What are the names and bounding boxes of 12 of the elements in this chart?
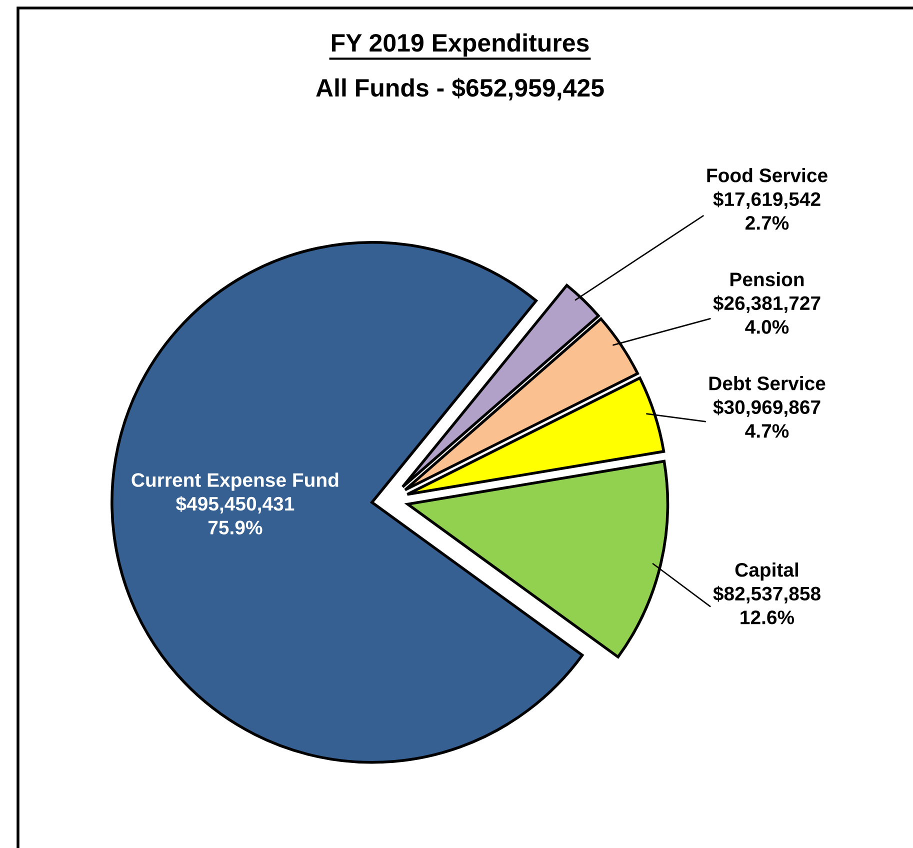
slice-label: Food Service	[707, 168, 828, 182]
slice-label: Current Expense Fund	[132, 472, 338, 491]
chart-title: FY 2019 Expenditures	[332, 33, 589, 57]
chart-subtitle: All Funds - $652,959,425	[316, 78, 604, 100]
data-label: $30,969,867 4.7%	[713, 399, 820, 438]
data-label: $495,450,431 75.9%	[176, 496, 294, 534]
data-label: $17,619,542 2.7%	[713, 191, 820, 230]
slice-label: Pension	[730, 272, 804, 286]
data-label: $26,381,727 4.0%	[713, 295, 820, 334]
slice-label: Capital	[735, 562, 798, 581]
slice-label: Debt Service	[709, 376, 826, 390]
data-label: $82,537,858 12.6%	[713, 586, 820, 624]
